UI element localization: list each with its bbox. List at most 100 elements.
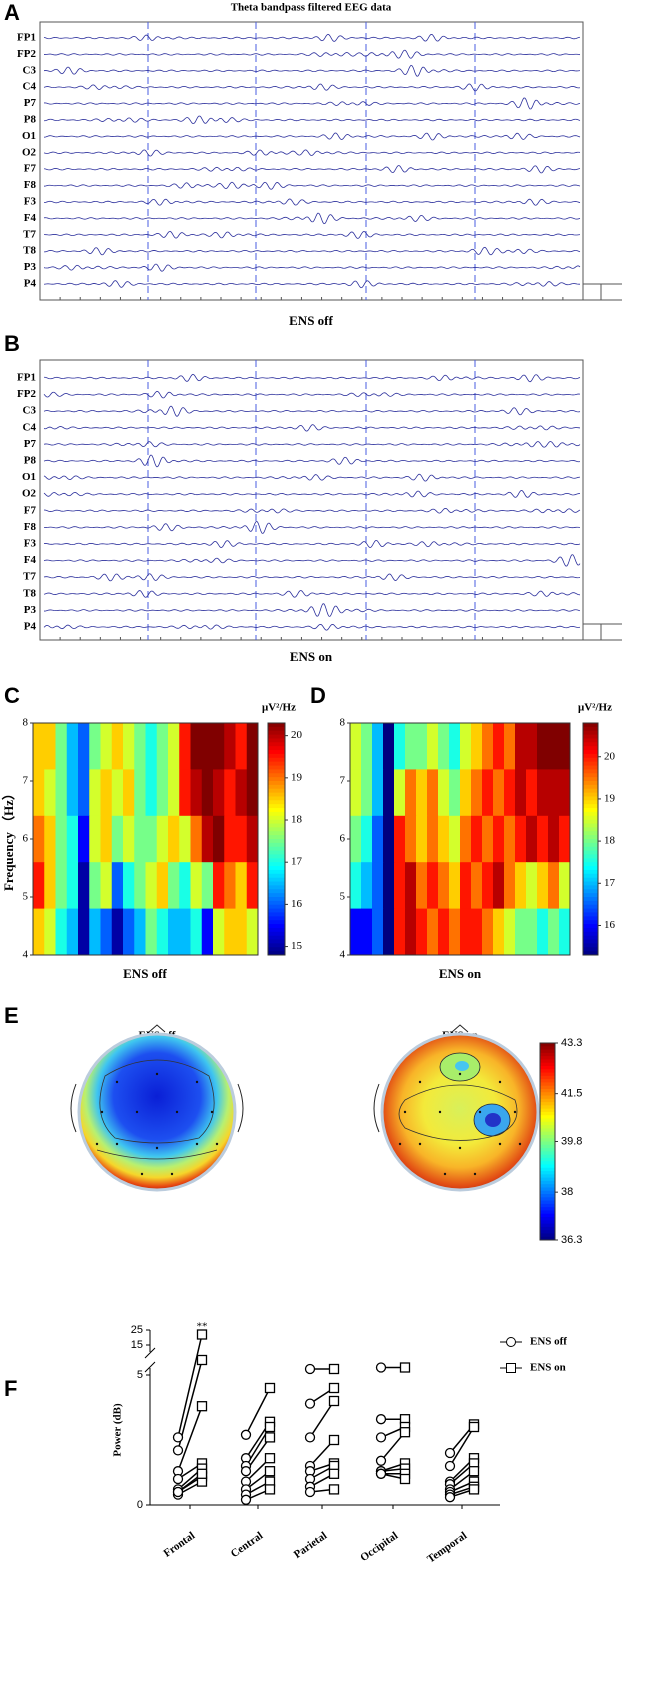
colorbar-strip [583,927,598,933]
colorbar-strip [540,1131,555,1136]
colorbar-strip [268,823,285,828]
heat-cell [44,769,56,817]
panel-label: F [4,1376,17,1401]
y-tick-label: 4 [340,949,346,961]
heat-cell [100,723,113,770]
electrode [398,1142,402,1146]
heat-cell [100,908,113,956]
heat-cell [559,723,571,770]
eeg-trace [43,212,581,225]
colorbar-strip [268,920,285,925]
eeg-trace [43,280,581,289]
point-square [264,1484,276,1495]
colorbar-strip [268,881,285,886]
colorbar-strip [540,1207,555,1211]
colorbar-strip [268,753,285,759]
point-circle [444,1460,456,1472]
y-tick-label: 5 [340,891,346,903]
colorbar-strip [583,858,598,863]
colorbar-strip [540,1075,555,1080]
channel-label: F4 [24,212,37,224]
electrode [210,1110,214,1114]
point-square [264,1466,276,1477]
colorbar-strip [583,866,598,871]
colorbar-strip [268,850,285,855]
colorbar-strip [540,1187,555,1192]
colorbar-strip [540,1125,555,1129]
y-axis-label: Power (dB) [112,1403,124,1457]
heat-cell [460,862,472,910]
eeg-trace [43,603,581,617]
colorbar-strip [268,939,285,944]
colorbar-strip [268,904,285,910]
colorbar-strip [540,1049,555,1054]
point-square [328,1434,340,1446]
colorbar-strip [268,819,285,825]
colorbar-strip [540,1079,555,1083]
heat-cell [55,723,68,770]
colorbar-strip [583,811,598,817]
electrode [458,1072,462,1076]
colorbar-tick-label: 16 [604,919,616,931]
colorbar-strip [540,1144,555,1149]
hotspot [455,1061,469,1071]
eeg-trace [43,554,581,567]
eeg-trace [43,165,581,174]
colorbar-strip [540,1213,555,1218]
heat-cell [235,908,248,956]
electrode [513,1110,517,1114]
heat-cell [449,815,461,863]
colorbar-strip [268,765,285,770]
heat-cell [246,723,259,770]
heat-cell [33,908,45,956]
heat-cell [33,769,45,817]
eeg-trace [43,49,581,59]
heat-cell [224,723,236,770]
colorbar-frame [267,722,286,956]
heat-cell [145,723,158,770]
heat-cell [156,862,169,910]
y-tick-label: 5 [23,891,29,903]
channel-label: FP2 [17,388,36,400]
x-tick-label: Temporal [425,1530,469,1566]
scalp-map [380,1032,540,1192]
heat-cell [372,815,384,863]
colorbar-strip [268,947,285,952]
heat-cell [89,769,101,817]
point-circle [375,1432,387,1443]
heat-cell [78,862,90,910]
colorbar-strip [268,738,285,743]
heat-cell [235,723,248,770]
heat-cell [134,769,146,817]
colorbar-strip [540,1098,555,1103]
colorbar-strip [268,746,285,751]
heat-cell [350,908,362,956]
heat-cell [427,769,439,817]
colorbar-strip [268,839,285,844]
heat-cell [145,815,158,863]
electrode [155,1072,159,1076]
electrode [418,1142,422,1146]
heat-cell [471,815,483,863]
point-square [468,1484,480,1495]
colorbar-strip [540,1043,555,1047]
point-square [264,1382,276,1394]
colorbar-strip [583,750,598,755]
point-square [264,1432,276,1443]
heat-cell [78,723,90,770]
channel-label: P4 [24,278,37,290]
point-circle [172,1432,184,1443]
colorbar-strip [268,912,285,917]
heat-cell [416,862,428,910]
eeg-trace [43,507,581,514]
eeg-trace [43,521,581,534]
electrode [135,1110,139,1114]
caption: ENS off [289,313,333,328]
heat-cell [89,908,101,956]
colorbar-strip [268,835,285,840]
colorbar-tick-label: 36.3 [561,1234,582,1246]
heat-cell [190,908,203,956]
colorbar-strip [268,924,285,929]
colorbar-strip [583,831,598,836]
